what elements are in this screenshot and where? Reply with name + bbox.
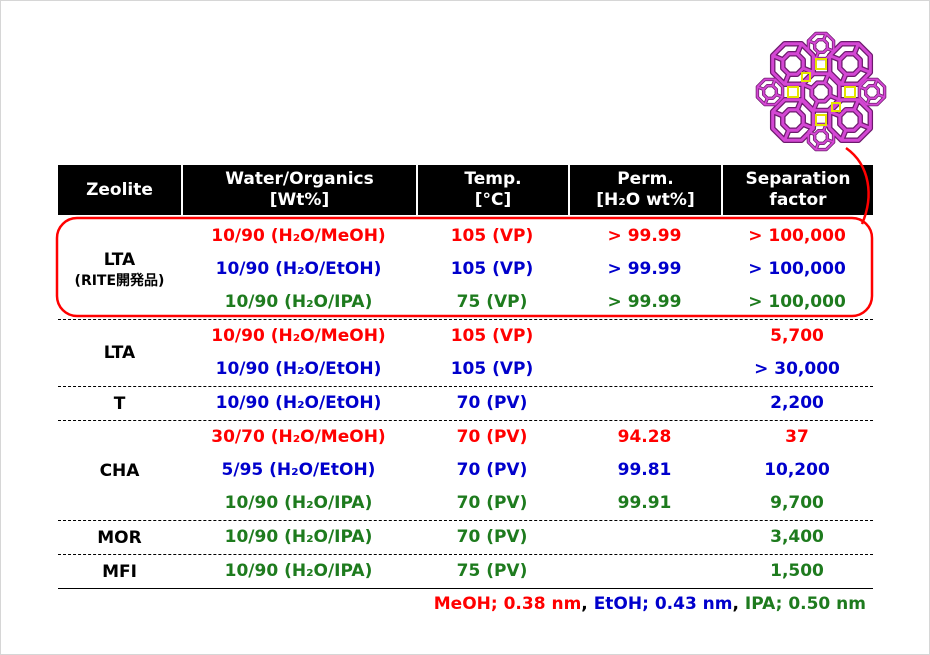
header-temp-label: Temp. bbox=[464, 169, 522, 189]
temp-cell: 70 (PV) bbox=[456, 460, 528, 480]
table-row: 10/90 (H₂O/MeOH) 105 (VP) 5,700 bbox=[181, 320, 873, 353]
temp-cell: 70 (PV) bbox=[456, 393, 528, 413]
water-organics-cell: 10/90 (H₂O/IPA) bbox=[224, 561, 373, 581]
footnote-etoh: EtOH; 0.43 nm bbox=[593, 594, 733, 614]
group-lta: LTA 10/90 (H₂O/MeOH) 105 (VP) 5,700 10/9… bbox=[58, 320, 873, 387]
water-organics-cell: 10/90 (H₂O/EtOH) bbox=[215, 393, 382, 413]
water-organics-cell: 30/70 (H₂O/MeOH) bbox=[211, 427, 386, 447]
zeolite-cell: LTA bbox=[58, 320, 181, 386]
group-mor: MOR 10/90 (H₂O/IPA) 70 (PV) 3,400 bbox=[58, 521, 873, 555]
zeolite-name: MOR bbox=[97, 527, 142, 548]
table-row: 10/90 (H₂O/IPA) 70 (PV) 99.91 9,700 bbox=[181, 487, 873, 520]
table-row: 10/90 (H₂O/EtOH) 105 (VP) > 30,000 bbox=[181, 353, 873, 386]
group-rows: 10/90 (H₂O/IPA) 70 (PV) 3,400 bbox=[181, 521, 873, 554]
zeolite-name: LTA bbox=[103, 249, 136, 270]
separation-factor-cell: > 30,000 bbox=[754, 359, 840, 379]
group-rows: 10/90 (H₂O/MeOH) 105 (VP) > 99.99 > 100,… bbox=[181, 220, 873, 319]
zeolite-name: CHA bbox=[99, 460, 140, 481]
molecular-size-footnote: MeOH; 0.38 nm, EtOH; 0.43 nm, IPA; 0.50 … bbox=[434, 593, 866, 615]
perm-cell: > 99.99 bbox=[607, 292, 682, 312]
group-mfi: MFI 10/90 (H₂O/IPA) 75 (PV) 1,500 bbox=[58, 555, 873, 589]
header-separation-line2: factor bbox=[769, 190, 827, 210]
table-row: 10/90 (H₂O/IPA) 75 (VP) > 99.99 > 100,00… bbox=[181, 286, 873, 319]
zeolite-membrane-table: Zeolite Water/Organics [Wt%] Temp. [°C] … bbox=[58, 165, 873, 589]
header-temp-unit: [°C] bbox=[474, 190, 512, 210]
table-row: 10/90 (H₂O/EtOH) 105 (VP) > 99.99 > 100,… bbox=[181, 253, 873, 286]
group-rows: 30/70 (H₂O/MeOH) 70 (PV) 94.28 37 5/95 (… bbox=[181, 421, 873, 520]
perm-cell: 99.91 bbox=[617, 493, 672, 513]
water-organics-cell: 5/95 (H₂O/EtOH) bbox=[221, 460, 376, 480]
water-organics-cell: 10/90 (H₂O/EtOH) bbox=[215, 259, 382, 279]
header-separation-line1: Separation bbox=[745, 169, 851, 189]
header-temp: Temp. [°C] bbox=[416, 165, 568, 215]
separation-factor-cell: 9,700 bbox=[770, 493, 824, 513]
zeolite-cell: MOR bbox=[58, 521, 181, 554]
zeolite-cell: MFI bbox=[58, 555, 181, 588]
table-row: 10/90 (H₂O/MeOH) 105 (VP) > 99.99 > 100,… bbox=[181, 220, 873, 253]
group-rows: 10/90 (H₂O/EtOH) 70 (PV) 2,200 bbox=[181, 387, 873, 420]
temp-cell: 75 (PV) bbox=[456, 561, 528, 581]
temp-cell: 75 (VP) bbox=[456, 292, 528, 312]
temp-cell: 105 (VP) bbox=[450, 326, 534, 346]
zeolite-cell: LTA (RITE開発品) bbox=[58, 220, 181, 319]
zeolite-note: (RITE開発品) bbox=[74, 272, 165, 289]
separation-factor-cell: 5,700 bbox=[770, 326, 824, 346]
group-lta-rite: LTA (RITE開発品) 10/90 (H₂O/MeOH) 105 (VP) … bbox=[58, 215, 873, 320]
header-water-organics-unit: [Wt%] bbox=[269, 190, 330, 210]
water-organics-cell: 10/90 (H₂O/IPA) bbox=[224, 493, 373, 513]
footnote-meoh: MeOH; 0.38 nm bbox=[433, 594, 582, 614]
table-row: 10/90 (H₂O/IPA) 70 (PV) 3,400 bbox=[181, 521, 873, 554]
temp-cell: 70 (PV) bbox=[456, 493, 528, 513]
table-row: 10/90 (H₂O/EtOH) 70 (PV) 2,200 bbox=[181, 387, 873, 420]
water-organics-cell: 10/90 (H₂O/IPA) bbox=[224, 527, 373, 547]
header-perm: Perm. [H₂O wt%] bbox=[568, 165, 721, 215]
group-rows: 10/90 (H₂O/IPA) 75 (PV) 1,500 bbox=[181, 555, 873, 588]
zeolite-cell: CHA bbox=[58, 421, 181, 520]
footnote-separator: , bbox=[581, 594, 594, 614]
header-separation-factor: Separation factor bbox=[721, 165, 873, 215]
group-rows: 10/90 (H₂O/MeOH) 105 (VP) 5,700 10/90 (H… bbox=[181, 320, 873, 386]
group-cha: CHA 30/70 (H₂O/MeOH) 70 (PV) 94.28 37 5/… bbox=[58, 421, 873, 521]
separation-factor-cell: > 100,000 bbox=[748, 259, 846, 279]
separation-factor-cell: 10,200 bbox=[764, 460, 830, 480]
header-perm-unit: [H₂O wt%] bbox=[596, 190, 695, 210]
header-water-organics: Water/Organics [Wt%] bbox=[181, 165, 416, 215]
zeolite-name: LTA bbox=[103, 343, 136, 363]
table-row: 10/90 (H₂O/IPA) 75 (PV) 1,500 bbox=[181, 555, 873, 588]
temp-cell: 70 (PV) bbox=[456, 427, 528, 447]
zeolite-name: MFI bbox=[102, 561, 137, 582]
zeolite-name: T bbox=[113, 393, 126, 414]
temp-cell: 70 (PV) bbox=[456, 527, 528, 547]
separation-factor-cell: 3,400 bbox=[770, 527, 824, 547]
header-water-organics-label: Water/Organics bbox=[225, 169, 374, 189]
water-organics-cell: 10/90 (H₂O/MeOH) bbox=[211, 326, 386, 346]
water-organics-cell: 10/90 (H₂O/EtOH) bbox=[215, 359, 382, 379]
water-organics-cell: 10/90 (H₂O/IPA) bbox=[224, 292, 373, 312]
table-row: 30/70 (H₂O/MeOH) 70 (PV) 94.28 37 bbox=[181, 421, 873, 454]
water-organics-cell: 10/90 (H₂O/MeOH) bbox=[211, 226, 386, 246]
separation-factor-cell: 37 bbox=[785, 427, 809, 447]
temp-cell: 105 (VP) bbox=[450, 259, 534, 279]
perm-cell: > 99.99 bbox=[607, 259, 682, 279]
separation-factor-cell: 2,200 bbox=[770, 393, 824, 413]
table-header: Zeolite Water/Organics [Wt%] Temp. [°C] … bbox=[58, 165, 873, 215]
perm-cell: 94.28 bbox=[617, 427, 672, 447]
separation-factor-cell: 1,500 bbox=[770, 561, 824, 581]
perm-cell: > 99.99 bbox=[607, 226, 682, 246]
header-zeolite: Zeolite bbox=[58, 165, 181, 215]
header-perm-label: Perm. bbox=[617, 169, 674, 189]
header-zeolite-label: Zeolite bbox=[86, 179, 153, 200]
temp-cell: 105 (VP) bbox=[450, 359, 534, 379]
temp-cell: 105 (VP) bbox=[450, 226, 534, 246]
zeolite-cell: T bbox=[58, 387, 181, 420]
separation-factor-cell: > 100,000 bbox=[748, 292, 846, 312]
footnote-separator: , bbox=[732, 594, 745, 614]
group-t: T 10/90 (H₂O/EtOH) 70 (PV) 2,200 bbox=[58, 387, 873, 421]
table-row: 5/95 (H₂O/EtOH) 70 (PV) 99.81 10,200 bbox=[181, 454, 873, 487]
footnote-ipa: IPA; 0.50 nm bbox=[744, 594, 866, 614]
perm-cell: 99.81 bbox=[617, 460, 672, 480]
separation-factor-cell: > 100,000 bbox=[748, 226, 846, 246]
